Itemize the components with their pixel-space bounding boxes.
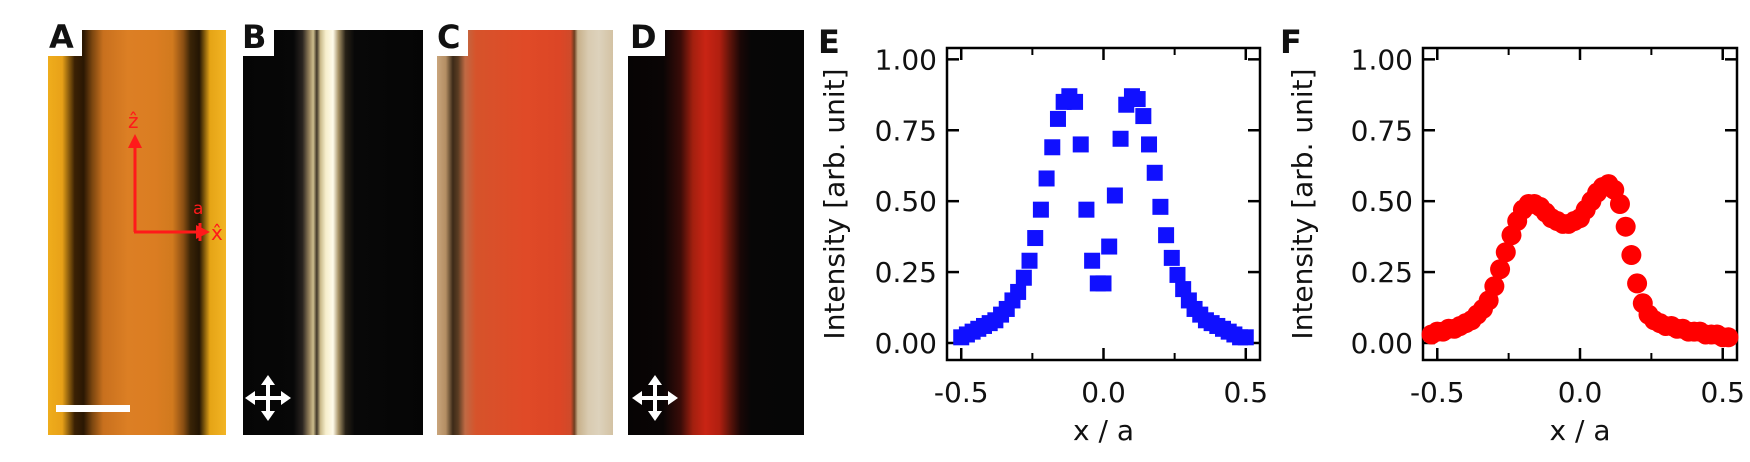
data-point bbox=[1718, 327, 1739, 348]
y-tick-label: 0.00 bbox=[1351, 327, 1413, 360]
micrograph-b bbox=[243, 30, 423, 435]
data-point bbox=[1163, 249, 1180, 266]
y-tick-label: 0.75 bbox=[1351, 114, 1413, 147]
intensity-chart-f: F 0.00 0.25 0.50 0.75 1.00 -0.5 0.0 0.5 x / a Int… bbox=[1280, 23, 1745, 447]
data-point bbox=[1237, 329, 1254, 346]
data-point bbox=[1072, 136, 1089, 153]
x-axis-title: x / a bbox=[1550, 414, 1611, 447]
x-tick-label: 0.0 bbox=[1558, 376, 1603, 409]
panel-label-b: B bbox=[238, 18, 275, 56]
data-point bbox=[1169, 266, 1186, 283]
data-point bbox=[1021, 252, 1038, 269]
data-point bbox=[1067, 93, 1084, 110]
data-point bbox=[1621, 245, 1642, 266]
data-point bbox=[1135, 108, 1152, 125]
data-point bbox=[1095, 275, 1112, 292]
scale-bar bbox=[56, 405, 130, 412]
x-tick-label: 0.5 bbox=[1224, 376, 1269, 409]
data-point bbox=[1112, 130, 1129, 147]
data-point bbox=[1010, 283, 1027, 300]
a-label: a bbox=[193, 199, 203, 219]
data-point bbox=[1106, 187, 1123, 204]
intensity-chart-e: E 0.00 0.25 0.50 0.75 1.00 -0.5 0.0 0.5 x / a Int… bbox=[818, 23, 1269, 447]
data-point bbox=[1495, 242, 1516, 263]
panel-label-d: D bbox=[626, 18, 665, 56]
data-series bbox=[953, 88, 1254, 346]
data-point bbox=[1141, 136, 1158, 153]
coordinate-axes: ẑ a x̂ bbox=[56, 109, 223, 412]
data-point bbox=[1490, 259, 1511, 280]
y-axis-title: Intensity [arb. unit] bbox=[818, 68, 851, 339]
data-point bbox=[1609, 194, 1630, 214]
x-tick-label: 0.0 bbox=[1081, 376, 1126, 409]
data-series bbox=[1421, 174, 1739, 348]
data-point bbox=[1146, 164, 1163, 181]
panel-label-c: C bbox=[433, 18, 469, 56]
data-point bbox=[1615, 216, 1636, 237]
y-tick-label: 1.00 bbox=[1351, 43, 1413, 76]
panel-f: F 0.00 0.25 0.50 0.75 1.00 -0.5 0.0 0.5 x / a Int… bbox=[1280, 0, 1750, 458]
data-point bbox=[1038, 170, 1055, 187]
polarizer-cross-icon bbox=[632, 375, 678, 421]
panel-label-e: E bbox=[818, 23, 840, 61]
data-point bbox=[1084, 252, 1101, 269]
data-point bbox=[1049, 110, 1066, 127]
data-point bbox=[1158, 227, 1175, 244]
x-tick-label: 0.5 bbox=[1700, 376, 1745, 409]
x-tick-label: -0.5 bbox=[934, 376, 989, 409]
data-point bbox=[1152, 198, 1169, 215]
y-tick-label: 0.25 bbox=[875, 256, 937, 289]
y-axis-title: Intensity [arb. unit] bbox=[1286, 68, 1319, 339]
y-tick-label: 0.50 bbox=[1351, 185, 1413, 218]
data-point bbox=[1101, 238, 1118, 255]
x-tick-label: -0.5 bbox=[1410, 376, 1465, 409]
z-axis-label: ẑ bbox=[128, 109, 139, 133]
data-point bbox=[1129, 91, 1146, 108]
data-point bbox=[1627, 273, 1648, 294]
data-point bbox=[1484, 276, 1505, 297]
data-point bbox=[1027, 230, 1044, 247]
panel-e: E 0.00 0.25 0.50 0.75 1.00 -0.5 0.0 0.5 x / a Int… bbox=[812, 0, 1277, 458]
y-tick-label: 0.25 bbox=[1351, 256, 1413, 289]
axis-arrows bbox=[128, 134, 210, 241]
data-point bbox=[1032, 201, 1049, 218]
micrograph-d bbox=[628, 30, 804, 435]
x-axis-title: x / a bbox=[1073, 414, 1134, 447]
data-point bbox=[1078, 201, 1095, 218]
data-point bbox=[1044, 139, 1061, 156]
panel-label-f: F bbox=[1280, 23, 1302, 61]
y-tick-label: 0.75 bbox=[875, 114, 937, 147]
panel-label-a: A bbox=[45, 18, 82, 56]
polarizer-cross-icon bbox=[245, 375, 291, 421]
micrograph-a: ẑ a x̂ bbox=[48, 30, 226, 435]
y-tick-label: 0.00 bbox=[875, 327, 937, 360]
x-axis-label: x̂ bbox=[211, 221, 223, 245]
y-tick-label: 0.50 bbox=[875, 185, 937, 218]
data-point bbox=[1015, 269, 1032, 286]
y-tick-label: 1.00 bbox=[875, 43, 937, 76]
micrograph-c bbox=[437, 30, 613, 435]
